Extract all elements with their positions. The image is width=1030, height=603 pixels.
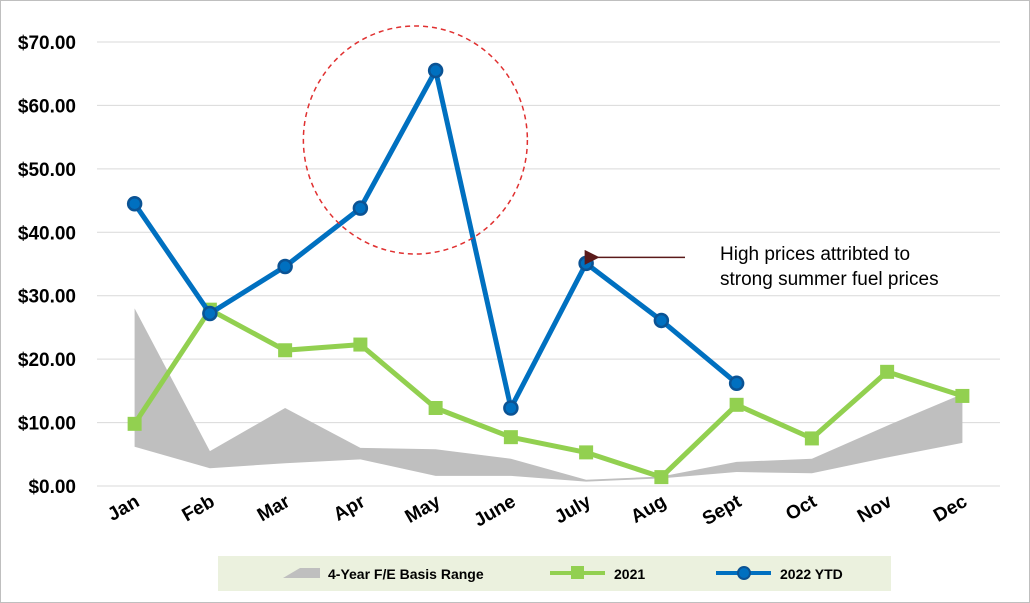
range-band	[134, 308, 963, 482]
x-tick-label: Feb	[179, 491, 219, 526]
gridlines	[97, 41, 1000, 487]
x-tick-label: June	[470, 491, 519, 531]
legend: 4-Year F/E Basis Range 2021 2022 YTD	[218, 556, 891, 591]
data-point	[579, 445, 594, 460]
y-tick-label: $10.00	[18, 414, 76, 435]
data-point	[729, 397, 744, 412]
x-tick-label: Jan	[104, 491, 143, 526]
y-tick-label: $30.00	[18, 287, 76, 308]
x-tick-label: Nov	[854, 491, 896, 527]
series-2022-ytd	[126, 62, 745, 416]
highlight-circle	[302, 25, 529, 255]
x-axis-ticks: Jan Feb Mar Apr May June July Aug Sept Oct Nov Dec	[104, 491, 971, 532]
data-point	[654, 470, 669, 485]
x-tick-label: Mar	[254, 491, 294, 526]
data-point	[126, 195, 143, 212]
legend-swatch-marker	[737, 566, 751, 580]
data-point	[428, 400, 443, 415]
legend-label-series: 2021	[614, 566, 645, 582]
series-layer	[126, 62, 970, 485]
y-tick-label: $60.00	[18, 96, 76, 117]
y-axis-ticks: $0.00 $10.00 $20.00 $30.00 $40.00 $50.00 $60.0…	[18, 33, 76, 498]
y-tick-label: $50.00	[18, 160, 76, 181]
x-tick-label: Apr	[330, 491, 369, 526]
x-tick-label: July	[551, 491, 595, 528]
series-line	[132, 68, 739, 411]
annotations-layer: High prices attribted to strong summer fu…	[302, 25, 939, 290]
y-tick-label: $20.00	[18, 350, 76, 371]
y-tick-label: $0.00	[28, 477, 76, 498]
x-tick-label: Aug	[627, 491, 669, 528]
data-point	[427, 62, 444, 79]
legend-label-series: 2022 YTD	[780, 566, 843, 582]
data-point	[353, 337, 368, 352]
data-point	[728, 375, 745, 391]
legend-swatch-marker	[571, 566, 584, 579]
data-point	[278, 343, 293, 358]
y-tick-label: $70.00	[18, 33, 76, 54]
annotation-text: High prices attribted to	[720, 244, 910, 265]
x-tick-label: Oct	[782, 491, 821, 525]
data-point	[804, 431, 819, 446]
series-line	[132, 307, 964, 480]
data-point	[653, 312, 670, 329]
x-tick-label: Dec	[930, 491, 971, 527]
data-point	[352, 200, 369, 216]
legend-label-range: 4-Year F/E Basis Range	[328, 566, 484, 582]
data-point	[503, 400, 519, 416]
x-tick-label: May	[402, 491, 445, 528]
data-point	[277, 258, 293, 275]
data-point	[202, 305, 218, 322]
range-band-area	[134, 308, 963, 482]
data-point	[127, 416, 142, 431]
data-point	[503, 430, 518, 445]
annotation-text: strong summer fuel prices	[720, 269, 939, 290]
data-point	[880, 364, 895, 379]
x-tick-label: Sept	[699, 491, 746, 530]
data-point	[578, 255, 594, 272]
data-point	[955, 388, 970, 403]
legend-swatch-range	[283, 568, 320, 578]
y-tick-label: $40.00	[18, 223, 76, 244]
